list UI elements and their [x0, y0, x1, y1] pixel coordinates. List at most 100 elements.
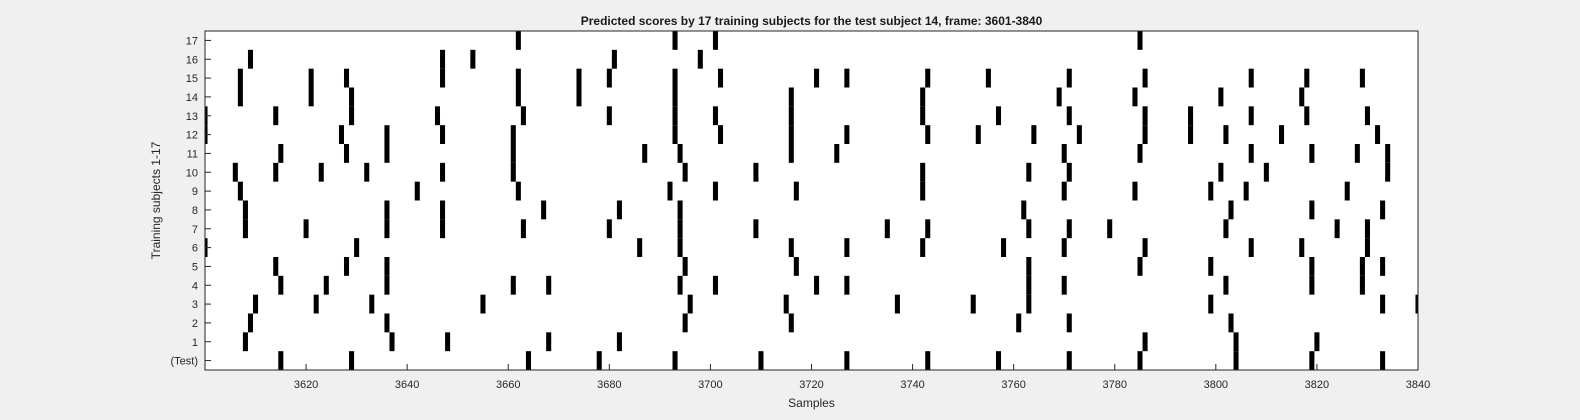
raster-mark	[343, 68, 350, 88]
raster-mark	[1334, 219, 1340, 239]
raster-mark	[1375, 125, 1381, 144]
raster-mark	[1233, 332, 1239, 352]
raster-mark	[1299, 238, 1305, 257]
raster-mark	[541, 200, 547, 220]
raster-mark	[1228, 200, 1234, 220]
raster-mark	[1188, 125, 1194, 144]
raster-mark	[237, 68, 243, 88]
raster-mark	[1223, 275, 1229, 295]
raster-mark	[1299, 87, 1305, 107]
raster-mark	[1304, 106, 1310, 126]
raster-mark	[925, 219, 931, 239]
raster-mark	[677, 275, 683, 295]
y-tick-label: 17	[186, 35, 198, 47]
raster-mark	[793, 181, 799, 201]
raster-mark	[384, 219, 390, 239]
raster-mark	[278, 275, 284, 295]
raster-mark	[1001, 238, 1007, 257]
raster-mark	[834, 144, 840, 163]
y-tick-label: (Test)	[171, 356, 199, 368]
raster-mark	[273, 162, 279, 182]
raster-mark	[1380, 294, 1386, 314]
raster-mark	[920, 181, 926, 201]
raster-mark	[925, 68, 931, 88]
raster-mark	[1026, 294, 1032, 314]
raster-mark	[712, 106, 718, 126]
y-tick-label: 7	[192, 224, 198, 236]
raster-mark	[642, 144, 648, 163]
raster-mark	[510, 144, 516, 163]
x-tick-label: 3640	[395, 379, 419, 391]
raster-mark	[308, 68, 314, 88]
raster-row-11	[278, 144, 1391, 163]
raster-mark	[596, 351, 602, 370]
raster-row-1	[242, 332, 1320, 352]
x-tick-label: 3660	[496, 379, 520, 391]
raster-mark	[1066, 162, 1072, 182]
raster-mark	[1142, 68, 1148, 88]
raster-row-5	[273, 257, 1386, 276]
raster-mark	[682, 257, 688, 276]
raster-mark	[303, 219, 309, 239]
raster-mark	[1415, 294, 1418, 314]
raster-mark	[672, 31, 678, 50]
raster-mark	[985, 68, 991, 88]
raster-mark	[520, 219, 526, 239]
x-tick-label: 3700	[698, 379, 722, 391]
raster-mark	[440, 68, 446, 88]
raster-row-2	[247, 313, 1234, 333]
raster-mark	[995, 351, 1002, 370]
y-tick-label: 8	[192, 205, 198, 217]
raster-mark	[1218, 87, 1224, 107]
x-tick-label: 3780	[1103, 379, 1127, 391]
raster-mark	[338, 125, 344, 144]
raster-mark	[1137, 351, 1143, 370]
raster-mark	[242, 200, 248, 220]
raster-mark	[1137, 257, 1143, 276]
raster-mark	[1056, 87, 1062, 107]
raster-mark	[970, 294, 976, 314]
raster-mark	[925, 125, 931, 144]
raster-mark	[677, 200, 683, 220]
x-axis: 3620 3640 3660 3680 3700 3720 3740 3760 3780 3800…	[294, 364, 1430, 391]
raster-mark	[510, 162, 516, 182]
y-tick-label: 3	[192, 299, 198, 311]
raster-mark	[1359, 257, 1365, 276]
raster-mark	[515, 87, 521, 107]
raster-mark	[1263, 162, 1269, 182]
raster-row-4	[278, 275, 1365, 295]
raster-mark	[440, 219, 446, 239]
raster-mark	[1243, 181, 1249, 201]
raster-mark	[712, 275, 718, 295]
raster-mark	[384, 275, 390, 295]
raster-mark	[793, 257, 799, 276]
raster-mark	[510, 275, 516, 295]
raster-mark	[1026, 257, 1032, 276]
y-tick-label: 14	[186, 92, 198, 104]
raster-mark	[844, 238, 850, 257]
raster-mark	[788, 106, 794, 126]
raster-mark	[682, 313, 688, 333]
raster-mark	[1208, 181, 1214, 201]
raster-mark	[788, 238, 794, 257]
raster-mark	[606, 106, 612, 126]
raster-mark	[1279, 125, 1285, 144]
raster-row-15	[237, 68, 1365, 88]
raster-mark	[718, 125, 724, 144]
raster-row-17	[515, 31, 1143, 50]
raster-mark	[515, 31, 521, 50]
raster-mark	[1016, 313, 1022, 333]
raster-mark	[677, 238, 683, 257]
raster-mark	[1076, 125, 1082, 144]
raster-mark	[525, 351, 531, 370]
y-tick-label: 16	[186, 54, 198, 66]
raster-mark	[242, 219, 248, 239]
raster-mark	[1021, 200, 1027, 220]
raster-mark	[237, 87, 243, 107]
raster-mark	[1364, 106, 1370, 126]
raster-row-6	[205, 238, 1370, 257]
raster-mark	[1061, 181, 1067, 201]
raster-mark	[273, 257, 279, 276]
